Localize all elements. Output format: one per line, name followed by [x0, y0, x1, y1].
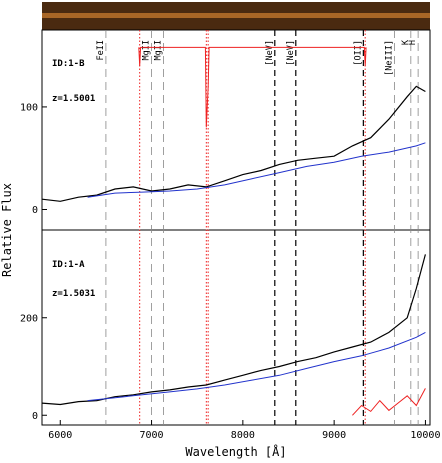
panel-1-series-object [41, 254, 426, 406]
spectral-line-label-3: [NeV] [265, 40, 275, 66]
x-axis-title: Wavelength [Å] [185, 444, 286, 459]
panel-1-series-sky [352, 388, 426, 416]
spectral-lines-layer: FeII MgII MgII [NeV] [NeV] [OII] [NeIII] KH [96, 30, 419, 425]
spectrum-2d-trace [42, 13, 430, 18]
spectral-line-label-6: [NeIII] [384, 40, 394, 76]
panel-top-id: ID:1-B [52, 59, 85, 69]
xtick-label-2: 8000 [231, 430, 255, 441]
y-axis-title: Relative Flux [0, 183, 14, 277]
spectral-line-label-2: MgII [153, 40, 163, 60]
spectral-line-label-5: [OII] [353, 40, 363, 66]
spectral-line-label-8: H [408, 40, 418, 45]
xtick-label-4: 10000 [410, 430, 440, 441]
ticks-layer: 0 100 0 200 6000 7000 8000 9000 10000 [20, 102, 441, 441]
spectral-line-label-4: [NeV] [286, 40, 296, 66]
xtick-label-1: 7000 [140, 430, 164, 441]
panel-bottom-z: z=1.5031 [52, 289, 95, 299]
xtick-label-0: 6000 [48, 430, 72, 441]
panel-0-ytick-label-0: 0 [32, 205, 38, 216]
panel-1-ytick-label-1: 200 [20, 313, 38, 324]
panel-0-series-sky [138, 46, 367, 128]
panel-0-series-object [41, 85, 426, 202]
spectral-line-label-0: FeII [96, 40, 106, 60]
xtick-label-3: 9000 [322, 430, 346, 441]
panel-top-z: z=1.5001 [52, 94, 95, 104]
spectral-line-label-7: K [401, 39, 411, 45]
panel-0-series-template [87, 142, 426, 198]
series-layer [41, 46, 426, 416]
panel-bottom-id: ID:1-A [52, 260, 85, 270]
panel-bottom-frame [41, 229, 431, 426]
panel-1-series-template [87, 331, 426, 402]
panel-0-ytick-label-1: 100 [20, 102, 38, 113]
panel-1-ytick-label-0: 0 [32, 411, 38, 422]
spectral-line-label-1: MgII [142, 40, 152, 60]
